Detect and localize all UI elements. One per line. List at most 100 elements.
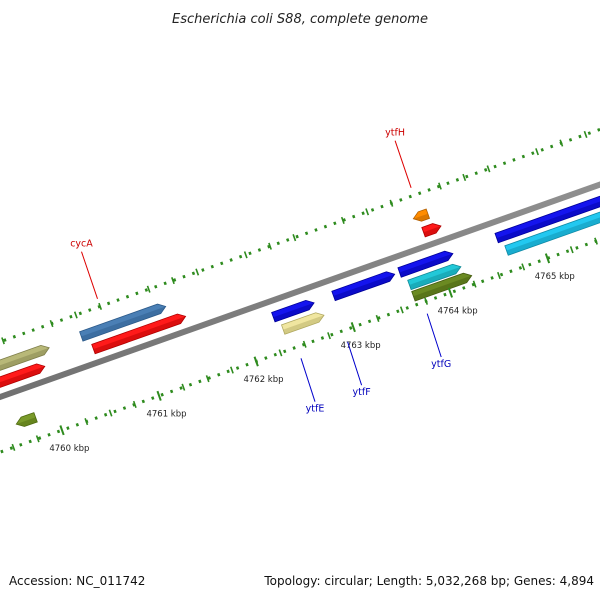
- scale-tick: [447, 287, 454, 298]
- minor-tick: [302, 340, 307, 348]
- gene-body: [0, 344, 50, 371]
- gene-body: [421, 223, 442, 238]
- minor-tick: [132, 400, 137, 408]
- gene-shade: [0, 347, 50, 371]
- gene-shade: [273, 302, 315, 322]
- gene-body: [79, 303, 167, 342]
- minor-tick: [73, 311, 78, 319]
- minor-tick: [569, 246, 574, 254]
- leader-line: [347, 341, 363, 386]
- backbone: [0, 181, 600, 401]
- gene-body: [91, 313, 187, 355]
- scale-tick: [59, 425, 65, 436]
- leader-line: [300, 358, 316, 402]
- gene-shade: [409, 266, 461, 290]
- gene-body: [504, 211, 600, 256]
- minor-tick: [327, 332, 331, 340]
- gene-ytfG-cyan: [407, 263, 462, 291]
- topology-text: Topology: circular; Length: 5,032,268 bp…: [264, 574, 594, 588]
- tick-label: 4763 kbp: [341, 341, 381, 351]
- leader-line: [426, 313, 442, 358]
- scale-tick: [350, 322, 356, 333]
- minor-tick: [108, 409, 113, 417]
- gene-shade: [16, 417, 38, 427]
- gene-ytfH-red: [421, 223, 442, 238]
- minor-tick: [1, 337, 5, 345]
- gene-shade: [283, 315, 324, 335]
- scale-tick: [156, 390, 162, 401]
- gene-green-a: [15, 412, 38, 427]
- gene-body: [407, 263, 462, 291]
- minor-tick: [171, 277, 175, 285]
- gene-ytfG-olive: [411, 272, 473, 302]
- gene-cpdB-cyan: [504, 211, 600, 256]
- leader-line: [81, 251, 98, 299]
- gene-shade: [413, 213, 430, 222]
- minor-tick: [583, 130, 588, 139]
- minor-tick: [98, 302, 103, 310]
- gene-body: [412, 208, 431, 222]
- gene-shade: [423, 226, 441, 237]
- gene-ytfG-blue: [397, 250, 454, 278]
- gene-body: [15, 412, 38, 427]
- gene-red-b: [91, 313, 187, 355]
- gene-features: [0, 195, 600, 427]
- gene-shade: [496, 201, 600, 243]
- minor-tick: [521, 263, 526, 271]
- minor-tick: [486, 165, 491, 173]
- minor-tick: [49, 320, 54, 328]
- gene-ytfF-arrow: [331, 271, 396, 302]
- minor-tick: [375, 314, 380, 323]
- gene-shade: [413, 275, 472, 301]
- gene-label-ytfG: ytfG: [431, 359, 451, 370]
- gene-body: [0, 363, 46, 388]
- gene-body: [331, 271, 396, 302]
- minor-tick: [243, 251, 248, 259]
- map-title: Escherichia coli S88, complete genome: [172, 12, 428, 27]
- gene-cycA-bar: [79, 303, 167, 342]
- gene-body: [271, 299, 315, 323]
- gene-body: [494, 195, 600, 244]
- gene-labels: cycAytfHcysQytfKytfEytfFytfGcpdBytfJytfL: [70, 128, 451, 415]
- accession-text: Accession: NC_011742: [9, 574, 146, 588]
- gene-ytfH-arrow: [412, 208, 431, 222]
- minor-tick: [181, 383, 186, 391]
- minor-tick: [559, 139, 564, 147]
- scale-tick: [253, 356, 259, 367]
- backbone-line: [0, 181, 600, 401]
- gene-body: [411, 272, 473, 302]
- gene-ytfE-arrow: [271, 299, 315, 323]
- gene-body: [397, 250, 454, 278]
- tick-label: 4764 kbp: [438, 306, 478, 316]
- gene-shade: [0, 366, 45, 388]
- minor-tick: [205, 375, 210, 383]
- minor-tick: [195, 268, 200, 276]
- minor-tick: [35, 435, 40, 443]
- minor-tick: [146, 285, 151, 293]
- minor-tick: [438, 182, 442, 190]
- minor-tick: [268, 242, 272, 250]
- tick-label: 4760 kbp: [49, 444, 89, 454]
- gene-cpdB-blue: [494, 195, 600, 244]
- minor-tick: [340, 216, 345, 225]
- scale-tick: [544, 253, 551, 264]
- minor-tick: [230, 366, 234, 374]
- minor-tick: [399, 306, 404, 314]
- minor-tick: [462, 173, 467, 182]
- minor-tick: [292, 234, 297, 242]
- gene-shade: [399, 253, 453, 278]
- minor-tick: [472, 280, 477, 288]
- scale-ticks: 4760 kbp 4761 kbp 4762 kbp 4763 kbp 4764 kbp…: [1, 130, 598, 454]
- tick-label: 4762 kbp: [243, 375, 283, 385]
- tick-label: 4761 kbp: [146, 410, 186, 420]
- minor-tick: [84, 418, 89, 426]
- gene-shade: [333, 274, 395, 301]
- gene-olive-a: [0, 344, 50, 371]
- gene-shade: [506, 217, 600, 256]
- minor-tick: [594, 237, 598, 245]
- gene-ytfE-bar: [280, 312, 325, 335]
- gene-shade: [81, 306, 166, 342]
- minor-tick: [389, 199, 394, 207]
